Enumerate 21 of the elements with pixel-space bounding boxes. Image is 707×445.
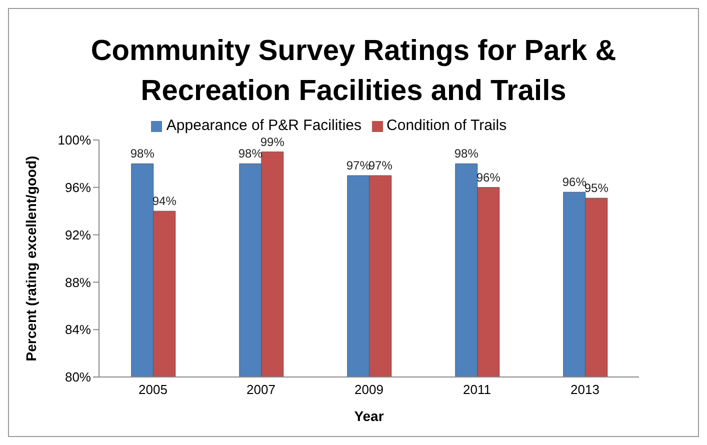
y-tick-label: 92%: [64, 227, 92, 242]
data-label: 99%: [260, 134, 285, 149]
x-tick-label: 2009: [354, 382, 384, 398]
x-tick-label: 2013: [570, 382, 600, 398]
y-tick-label: 80%: [64, 370, 92, 385]
chart-title: Community Survey Ratings for Park & Recreation Facilities and Trails: [90, 34, 618, 109]
legend-label: Appearance of P&R Facilities: [166, 117, 362, 134]
data-label: 97%: [368, 158, 393, 173]
y-tick-label: 84%: [64, 322, 92, 338]
x-tick-label: 2011: [463, 382, 491, 398]
y-axis-title: Percent (rating excellent/good): [22, 156, 39, 362]
y-tick-label: 100%: [58, 132, 92, 148]
x-tick-label: 2007: [246, 382, 276, 398]
data-label: 97%: [346, 158, 371, 173]
data-label: 98%: [454, 146, 479, 161]
y-tick-label: 96%: [64, 180, 92, 196]
x-axis-title: Year: [354, 408, 384, 424]
data-label: 98%: [130, 146, 155, 161]
x-tick-label: 2005: [138, 382, 168, 398]
y-tick-label: 88%: [64, 274, 92, 290]
legend-label: Condition of Trails: [386, 117, 507, 134]
